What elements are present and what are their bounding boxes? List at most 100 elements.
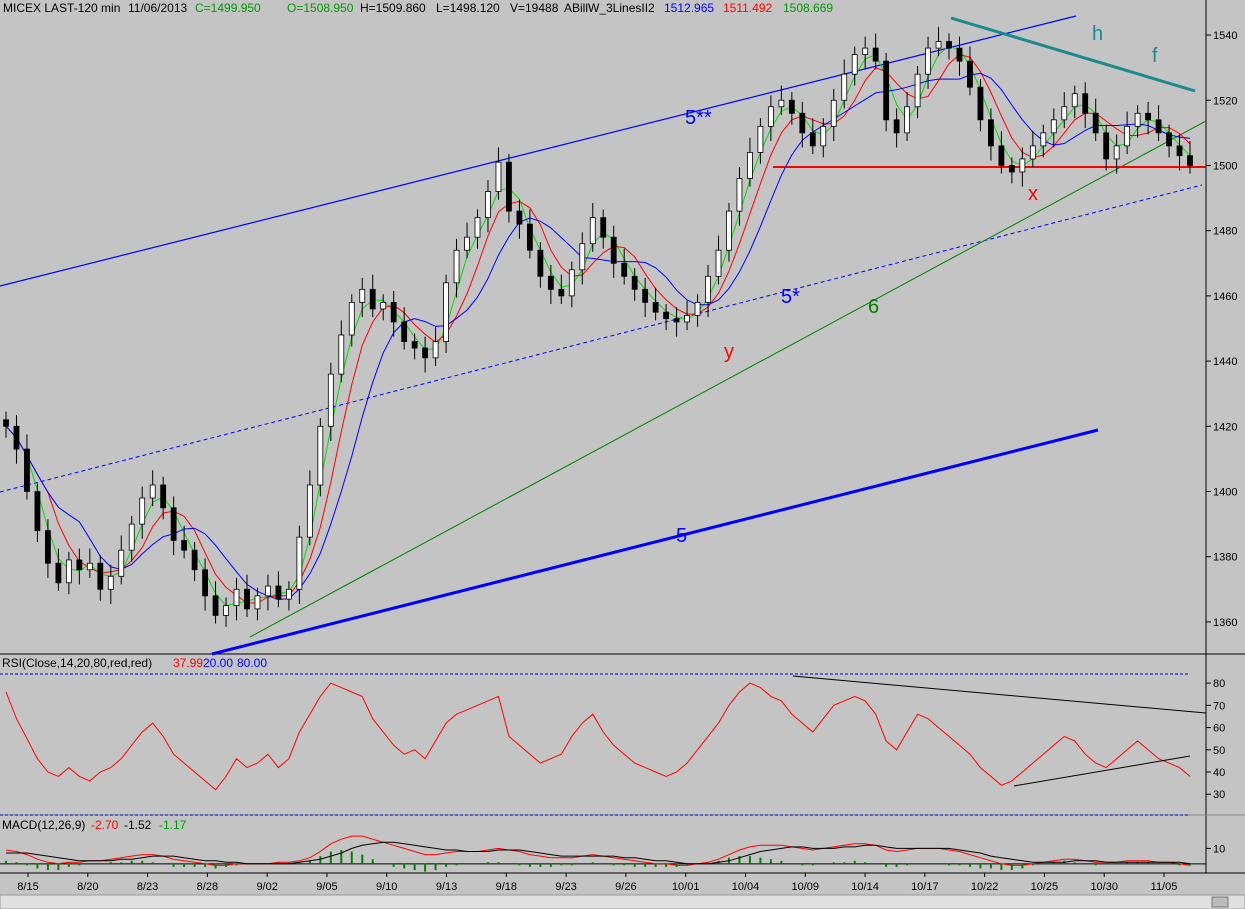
bar-body — [516, 210, 523, 225]
price-bar — [296, 525, 303, 604]
price-bar — [1166, 124, 1172, 158]
bar-body — [998, 145, 1005, 166]
mid-channel-dashed-line — [0, 184, 1203, 493]
price-bar — [820, 118, 827, 158]
bar-body — [747, 152, 753, 179]
bar-body — [369, 288, 376, 310]
bar-body — [1103, 132, 1110, 160]
time-tick-label: 9/18 — [496, 881, 517, 893]
time-tick-label: 10/01 — [672, 881, 700, 893]
price-tick-label: 1480 — [1213, 226, 1237, 238]
price-bars — [3, 26, 1193, 627]
price-bar — [181, 525, 188, 559]
price-bar — [893, 108, 900, 148]
price-bar — [904, 92, 910, 142]
time-scrollbar[interactable] — [0, 894, 1245, 909]
green-trend-line-6 — [249, 120, 1207, 638]
bar-body — [160, 484, 167, 509]
blue-trend-line-5 — [211, 428, 1099, 656]
rsi-label: RSI(Close,14,20,80,red,red) — [2, 656, 152, 670]
bar-body — [464, 236, 470, 251]
annotation-h: h — [1092, 23, 1103, 45]
bar-body — [1155, 119, 1162, 134]
bar-body — [600, 217, 607, 238]
bar-body — [1187, 155, 1193, 166]
bar-body — [506, 161, 512, 212]
price-tick-label: 1460 — [1213, 291, 1237, 303]
time-tick-label: 9/23 — [555, 881, 576, 893]
price-bar — [453, 238, 460, 298]
price-bar — [747, 137, 753, 187]
time-tick-label: 10/09 — [791, 881, 819, 893]
time-tick-label: 9/05 — [316, 881, 337, 893]
price-bar — [244, 574, 250, 618]
bar-body — [34, 491, 41, 532]
price-bar — [348, 294, 355, 347]
price-bar — [883, 52, 890, 132]
price-bar — [1103, 124, 1110, 171]
bar-body — [401, 321, 408, 342]
macd-series — [0, 835, 1206, 872]
price-bar — [872, 33, 879, 70]
price-bar — [1113, 134, 1120, 174]
bar-body — [705, 275, 711, 303]
bar-body — [13, 425, 20, 450]
price-bar — [286, 581, 292, 611]
bar-body — [1029, 145, 1036, 160]
header-low: L=1498.120 — [436, 1, 500, 15]
price-bar — [956, 36, 963, 76]
price-bar — [3, 411, 9, 438]
time-tick-label: 10/04 — [732, 881, 760, 893]
rsi-tick-label: 50 — [1213, 745, 1225, 757]
bar-body — [883, 60, 890, 121]
annotation-5-upper: 5** — [685, 107, 712, 129]
price-bar — [212, 581, 219, 624]
rsi-series — [5, 682, 1191, 791]
bar-body — [296, 536, 303, 590]
price-tick-label: 1540 — [1213, 30, 1237, 42]
price-bar — [547, 264, 554, 305]
bar-body — [359, 288, 366, 303]
bar-body — [621, 262, 628, 277]
price-bar — [652, 287, 659, 321]
time-tick-label: 9/26 — [615, 881, 636, 893]
price-bar — [338, 320, 345, 383]
bar-body — [1082, 93, 1089, 114]
bar-body — [65, 559, 72, 584]
price-bar — [946, 33, 952, 60]
price-bar — [65, 551, 72, 595]
header-indicator: ABillW_3LinesII2 — [564, 1, 655, 15]
bar-body — [1113, 145, 1120, 160]
price-bar — [694, 294, 701, 327]
rsi-tick-label: 70 — [1213, 700, 1225, 712]
price-bar — [506, 154, 512, 223]
bar-body — [935, 41, 942, 49]
time-scrollbar-thumb[interactable] — [1211, 896, 1229, 908]
bar-body — [820, 125, 827, 147]
bar-body — [432, 341, 439, 359]
price-bar — [464, 222, 470, 259]
price-bar — [914, 66, 921, 119]
bar-body — [265, 585, 271, 597]
header-open: O=1508.950 — [287, 1, 354, 15]
bar-body — [977, 86, 984, 121]
price-bar — [736, 167, 743, 226]
price-bar — [568, 261, 575, 308]
macd-axis-ticks: 10 — [1206, 843, 1225, 855]
price-bar — [1061, 92, 1068, 128]
price-bar — [1071, 85, 1078, 119]
bar-body — [3, 419, 9, 427]
price-bar — [139, 486, 146, 539]
price-bar — [1019, 147, 1026, 187]
price-bar — [726, 202, 732, 262]
time-tick-label: 10/22 — [971, 881, 999, 893]
price-bar — [474, 209, 481, 249]
bar-body — [631, 275, 638, 290]
bar-body — [673, 318, 680, 323]
bar-body — [841, 73, 848, 101]
price-bar — [485, 180, 491, 233]
bar-body — [684, 315, 690, 323]
price-bar — [34, 483, 41, 543]
price-tick-label: 1420 — [1213, 421, 1237, 433]
